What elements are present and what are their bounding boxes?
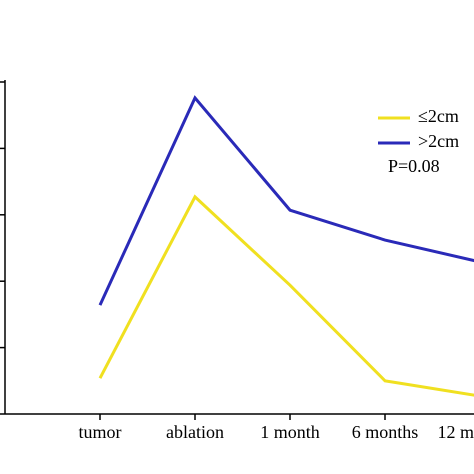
x-tick-label: 6 months [352, 422, 419, 442]
line [98, 194, 474, 397]
x-tick-label: 12 m [437, 422, 474, 442]
x-tick-label: 1 month [260, 422, 320, 442]
x-tick-label: ablation [166, 422, 224, 442]
legend-label: >2cm [418, 131, 459, 151]
line [98, 95, 474, 306]
legend-label: ≤2cm [418, 106, 459, 126]
x-tick-label: tumor [79, 422, 122, 442]
annotation: P=0.08 [388, 156, 440, 176]
